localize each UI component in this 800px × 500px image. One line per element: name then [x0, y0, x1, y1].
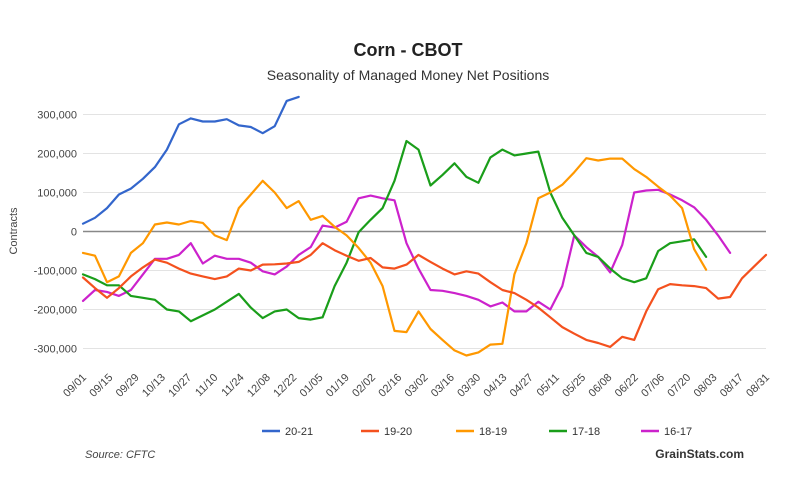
y-tick-label: -300,000 — [34, 344, 77, 356]
y-tick-label: 200,000 — [37, 149, 77, 161]
brand-label: GrainStats.com — [655, 447, 744, 461]
chart-title: Corn - CBOT — [354, 40, 463, 60]
x-tick-label: 05/25 — [560, 372, 588, 400]
legend-label-16-17: 16-17 — [664, 426, 692, 438]
x-tick-label: 09/15 — [87, 372, 115, 400]
x-tick-label: 04/13 — [481, 372, 509, 400]
x-tick-label: 08/03 — [692, 372, 720, 400]
series-line-20-21 — [81, 95, 300, 225]
y-tick-label: 100,000 — [37, 188, 77, 200]
x-tick-label: 06/08 — [587, 372, 615, 400]
x-tick-label: 07/06 — [639, 372, 667, 400]
x-tick-label: 05/11 — [535, 372, 562, 399]
legend-label-17-18: 17-18 — [572, 426, 600, 438]
legend-label-18-19: 18-19 — [479, 426, 507, 438]
y-tick-label: 300,000 — [37, 110, 77, 122]
x-tick-label: 09/01 — [61, 372, 89, 400]
x-tick-label: 10/27 — [166, 372, 194, 400]
x-tick-label: 12/08 — [245, 372, 273, 400]
x-tick-label: 02/02 — [350, 372, 378, 400]
x-tick-label: 11/24 — [219, 372, 246, 399]
y-tick-label: 0 — [71, 227, 77, 239]
y-tick-label: -200,000 — [34, 305, 77, 317]
series-line-16-17 — [81, 188, 732, 313]
x-tick-label: 08/31 — [744, 372, 772, 400]
x-tick-label: 11/10 — [193, 372, 220, 399]
x-tick-label: 02/16 — [376, 372, 404, 400]
source-note: Source: CFTC — [85, 449, 155, 461]
series-line-19-20 — [81, 242, 768, 348]
series-line-17-18 — [81, 139, 708, 323]
x-tick-label: 03/16 — [429, 372, 457, 400]
x-tick-label: 01/19 — [324, 372, 352, 400]
series-line-18-19 — [81, 157, 708, 357]
x-tick-label: 06/22 — [613, 372, 641, 400]
y-axis-ticks: 300,000 200,000 100,000 0 -100,000 -200,000 -3… — [34, 110, 77, 356]
x-tick-label: 01/05 — [298, 372, 326, 400]
x-tick-label: 03/02 — [403, 372, 431, 400]
legend-label-19-20: 19-20 — [384, 426, 412, 438]
series-group — [81, 95, 768, 357]
x-tick-label: 08/17 — [718, 372, 746, 400]
x-tick-label: 10/13 — [140, 372, 168, 400]
x-tick-label: 07/20 — [665, 372, 693, 400]
y-tick-label: -100,000 — [34, 266, 77, 278]
x-tick-label: 09/29 — [114, 372, 142, 400]
y-axis-label: Contracts — [8, 207, 20, 255]
legend: 20-21 19-20 18-19 17-18 16-17 — [262, 426, 692, 438]
legend-label-20-21: 20-21 — [285, 426, 313, 438]
grid — [83, 114, 766, 349]
x-axis-ticks: 09/0109/1509/2910/1310/2711/1011/2412/08… — [61, 372, 772, 400]
x-tick-label: 12/22 — [271, 372, 299, 400]
x-tick-label: 03/30 — [455, 372, 483, 400]
x-tick-label: 04/27 — [508, 372, 536, 400]
chart-subtitle: Seasonality of Managed Money Net Positio… — [267, 67, 550, 83]
